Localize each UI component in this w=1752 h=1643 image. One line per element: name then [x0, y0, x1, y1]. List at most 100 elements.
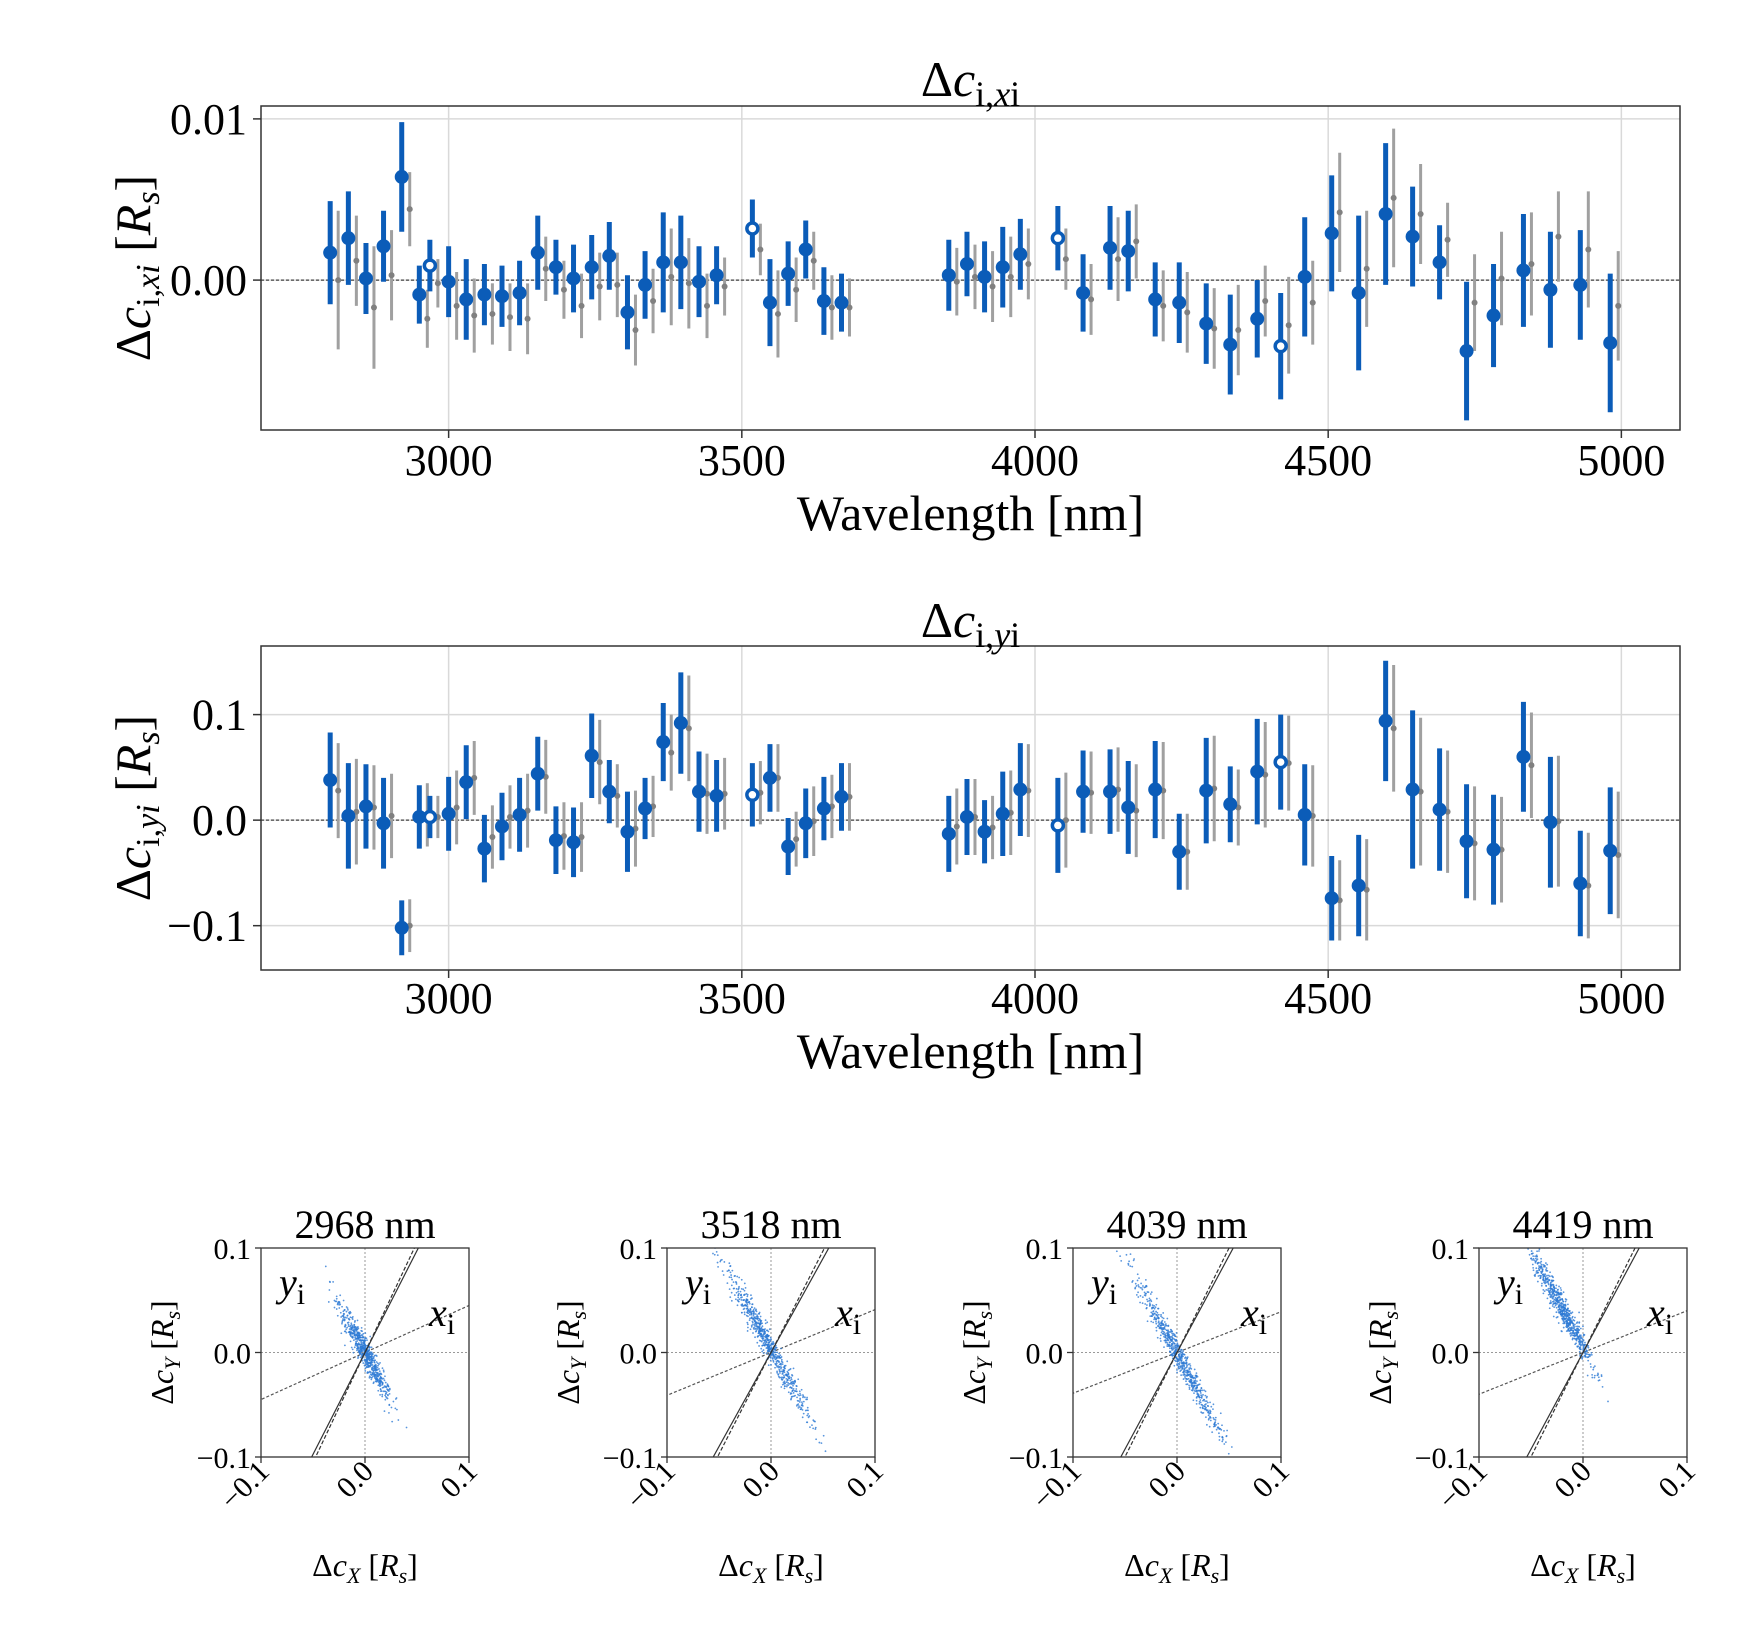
scatter-point	[1542, 1265, 1545, 1268]
scatter-point	[381, 1393, 384, 1396]
scatter-point	[797, 1405, 800, 1407]
scatter-point	[1139, 1301, 1141, 1304]
scatter-point	[1233, 1457, 1235, 1459]
scatter-point	[1150, 1291, 1153, 1294]
scatter-point	[1556, 1316, 1559, 1318]
scatter-point	[335, 1297, 338, 1300]
scatter-point	[775, 1362, 778, 1365]
primary-point	[530, 245, 545, 260]
scatter-point	[1601, 1386, 1604, 1388]
scatter-point	[780, 1376, 783, 1379]
scatter-point	[357, 1346, 360, 1348]
scatter-point	[1576, 1325, 1579, 1328]
scatter-point	[789, 1382, 792, 1385]
secondary-point	[1025, 260, 1032, 267]
scatter-point	[1555, 1303, 1558, 1306]
scatter-point	[1549, 1300, 1552, 1302]
scatter-point	[1128, 1260, 1130, 1263]
scatter-point	[1141, 1296, 1144, 1299]
scatter-point	[369, 1376, 372, 1379]
scatter-point	[719, 1259, 722, 1262]
scatter-point	[1149, 1315, 1152, 1318]
scatter-point	[772, 1353, 775, 1356]
scatter-point	[1135, 1285, 1138, 1287]
scatter-point	[379, 1385, 381, 1388]
scatter-point	[1177, 1365, 1180, 1368]
scatter-point	[729, 1296, 732, 1299]
scatter-point	[333, 1306, 336, 1309]
scatter-point	[1139, 1294, 1142, 1297]
scatter-point	[354, 1342, 357, 1345]
scatter-point	[782, 1377, 785, 1379]
scatter-point	[1590, 1351, 1593, 1354]
scatter-point	[807, 1416, 810, 1419]
scatter-point	[765, 1347, 768, 1349]
scatter-point	[1145, 1307, 1148, 1310]
scatter-point	[1199, 1392, 1202, 1394]
secondary-point	[1184, 309, 1191, 316]
scatter-point	[1557, 1311, 1560, 1313]
scatter-point	[1559, 1293, 1561, 1296]
scatter-point	[370, 1361, 372, 1364]
scatter-point	[787, 1391, 790, 1394]
scatter-point	[762, 1344, 765, 1346]
scatter-point	[739, 1294, 742, 1297]
scatter-point	[780, 1358, 783, 1361]
scatter-point	[1167, 1332, 1170, 1335]
scatter-point	[1536, 1280, 1539, 1283]
scatter-point	[1163, 1333, 1166, 1336]
scatter-point	[1142, 1285, 1144, 1287]
scatter-point	[1540, 1274, 1542, 1277]
scatter-point	[1552, 1295, 1555, 1298]
primary-point	[1076, 784, 1091, 799]
primary-point	[692, 274, 707, 289]
scatter-point	[1537, 1275, 1540, 1277]
secondary-point	[971, 273, 978, 280]
scatter-point	[1227, 1452, 1230, 1455]
scatter-point	[1215, 1428, 1218, 1431]
scatter-point	[1534, 1260, 1537, 1263]
scatter-point	[779, 1354, 782, 1357]
scatter-point	[743, 1282, 746, 1285]
scatter-point	[1195, 1396, 1198, 1399]
scatter-point	[731, 1278, 733, 1281]
primary-point	[1250, 311, 1265, 326]
scatter-point	[1173, 1364, 1176, 1367]
scatter-point	[1550, 1281, 1552, 1284]
scatter-point	[780, 1370, 783, 1373]
scatter-point	[364, 1367, 367, 1370]
primary-point	[656, 735, 671, 750]
secondary-point	[453, 302, 460, 309]
secondary-point	[542, 265, 549, 272]
scatter-point	[1153, 1304, 1156, 1307]
scatter-point	[726, 1270, 729, 1273]
scatter-point	[780, 1367, 782, 1370]
scatter-point	[1177, 1367, 1180, 1370]
scatter-point	[730, 1276, 733, 1279]
scatter-point	[343, 1344, 346, 1347]
scatter-point	[1190, 1378, 1193, 1381]
scatter-point	[748, 1310, 751, 1313]
scatter-point	[1548, 1293, 1551, 1295]
scatter-point	[343, 1309, 346, 1311]
scatter-point	[1563, 1322, 1566, 1325]
primary-point	[1103, 240, 1118, 255]
scatter-point	[1198, 1402, 1201, 1405]
scatter-point	[351, 1316, 353, 1319]
scatter-point	[1567, 1303, 1569, 1306]
scatter-point	[1162, 1312, 1165, 1314]
scatter-point	[376, 1378, 379, 1381]
scatter-point	[358, 1332, 361, 1335]
scatter-point	[759, 1323, 762, 1326]
scatter-point	[735, 1283, 738, 1285]
scatter-point	[1580, 1356, 1583, 1359]
scatter-point	[1196, 1375, 1199, 1378]
secondary-point	[524, 315, 531, 322]
primary-point	[1297, 269, 1312, 284]
scatter-plot-area	[1073, 1248, 1281, 1459]
scatter-point	[384, 1381, 387, 1384]
scatter-point	[728, 1269, 730, 1272]
secondary-point	[793, 286, 800, 293]
scatter-point	[1586, 1353, 1589, 1355]
scatter-point	[1176, 1345, 1179, 1348]
